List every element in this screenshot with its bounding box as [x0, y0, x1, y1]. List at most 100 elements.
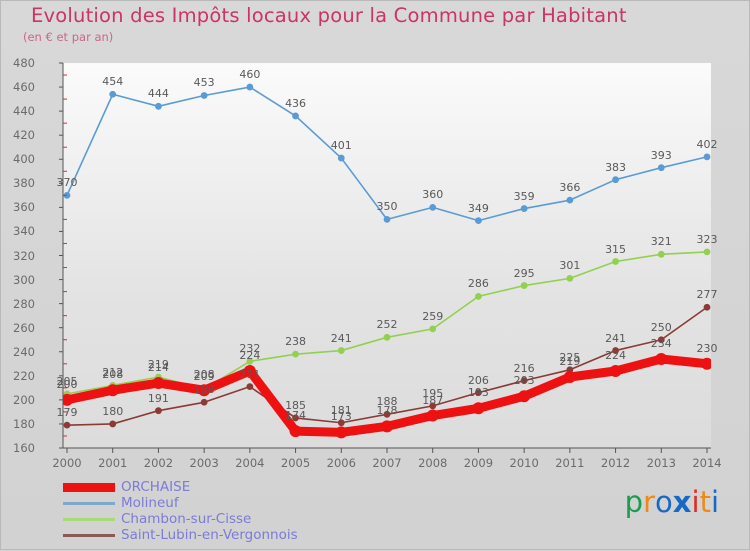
data-point	[701, 357, 711, 370]
data-point	[520, 377, 528, 385]
data-point	[289, 425, 302, 438]
y-axis-tick-label: 360	[13, 200, 35, 215]
proxiti-logo: proxiti	[625, 485, 719, 519]
y-axis-tick-label: 420	[13, 128, 35, 143]
data-point	[563, 371, 576, 384]
legend-label: Saint-Lubin-en-Vergonnois	[121, 527, 298, 543]
data-point	[472, 402, 485, 415]
data-point	[566, 274, 574, 282]
logo-letter-r: r	[643, 485, 656, 519]
data-point	[612, 347, 619, 354]
x-axis-tick-label: 2008	[418, 456, 448, 470]
data-point	[63, 393, 73, 406]
data-point	[475, 293, 482, 300]
data-point	[243, 365, 256, 377]
legend-item-orchaise[interactable]: ORCHAISE	[63, 479, 393, 495]
data-point	[106, 384, 119, 397]
chart-legend: ORCHAISE Molineuf Chambon-sur-Cisse Saint-L…	[63, 479, 393, 543]
data-point	[155, 407, 162, 415]
y-axis-tick-label: 220	[13, 368, 35, 383]
data-point	[63, 421, 71, 429]
data-point	[475, 389, 482, 397]
data-point	[109, 90, 117, 98]
data-point	[657, 336, 665, 344]
data-point	[429, 325, 437, 333]
data-point	[109, 420, 117, 428]
data-point	[518, 390, 531, 403]
legend-label: ORCHAISE	[121, 479, 191, 495]
data-point	[383, 410, 391, 418]
y-axis-tick-label: 160	[13, 441, 35, 455]
logo-letter-i-second: i	[710, 485, 719, 519]
series-orchaise	[63, 352, 711, 439]
data-point	[292, 350, 299, 358]
x-axis-tick-label: 2003	[189, 456, 219, 470]
data-point	[198, 384, 211, 397]
y-axis-tick-label: 400	[13, 152, 35, 167]
legend-color-swatch	[63, 501, 115, 505]
chart-title: Evolution des Impôts locaux pour la Comm…	[31, 4, 627, 27]
data-point	[152, 377, 165, 390]
data-point	[246, 383, 254, 391]
series-saint-lubin-en-vergonnois	[63, 303, 711, 429]
data-point	[475, 217, 482, 225]
data-point	[520, 282, 528, 289]
y-axis-tick-label: 340	[13, 224, 35, 239]
plot-area	[63, 63, 711, 448]
chart-subtitle: (en € et par an)	[23, 30, 114, 44]
legend-label: Molineuf	[121, 495, 179, 511]
data-point	[155, 102, 162, 110]
legend-label: Chambon-sur-Cisse	[121, 511, 252, 527]
data-point	[246, 83, 254, 91]
x-axis-tick-label: 2013	[646, 456, 676, 470]
x-axis-tick-label: 2000	[52, 456, 82, 470]
x-axis-tick-label: 2005	[280, 456, 311, 470]
data-point	[520, 205, 528, 212]
data-point	[703, 248, 711, 256]
data-point	[383, 216, 391, 223]
data-point	[703, 153, 711, 161]
legend-color-swatch	[63, 517, 115, 521]
legend-color-swatch	[63, 533, 115, 537]
data-point	[337, 154, 345, 162]
legend-item-molineuf[interactable]: Molineuf	[63, 495, 393, 511]
y-axis-tick-label: 280	[13, 296, 35, 311]
logo-letter-t: t	[699, 485, 711, 519]
data-point	[292, 112, 299, 120]
logo-letter-i-first: i	[691, 485, 700, 519]
data-point	[246, 357, 254, 365]
data-point	[200, 398, 208, 406]
y-axis-tick-label: 240	[13, 344, 35, 359]
y-axis-tick-label: 460	[13, 80, 35, 95]
x-axis-tick-label: 2011	[555, 456, 585, 470]
x-axis-tick-label: 2009	[463, 456, 494, 470]
data-point	[609, 365, 622, 377]
data-point	[337, 419, 345, 427]
y-axis-tick-label: 320	[13, 248, 35, 263]
x-axis-tick-label: 2004	[235, 456, 265, 470]
data-point	[703, 303, 711, 311]
data-point	[612, 258, 619, 265]
y-axis-tick-label: 380	[13, 176, 35, 191]
data-point	[655, 352, 668, 365]
data-point	[429, 402, 437, 410]
legend-item-chambon-sur-cisse[interactable]: Chambon-sur-Cisse	[63, 511, 393, 527]
legend-item-saint-lubin-en-vergonnois[interactable]: Saint-Lubin-en-Vergonnois	[63, 527, 393, 543]
data-point	[292, 414, 299, 422]
data-point	[335, 426, 348, 439]
x-axis-tick-label: 2014	[692, 456, 722, 470]
chart-svg	[63, 83, 711, 439]
y-axis-tick-label: 440	[13, 104, 35, 119]
y-axis-tick-label: 300	[13, 272, 35, 287]
data-point	[657, 250, 665, 258]
data-point	[426, 409, 439, 422]
data-point	[566, 196, 574, 204]
y-axis-tick-label: 260	[13, 320, 35, 335]
data-point	[381, 420, 393, 433]
x-axis-tick-label: 2006	[326, 456, 356, 470]
data-point	[612, 176, 619, 184]
logo-letter-o: o	[655, 485, 673, 519]
logo-letter-p: p	[624, 485, 644, 519]
